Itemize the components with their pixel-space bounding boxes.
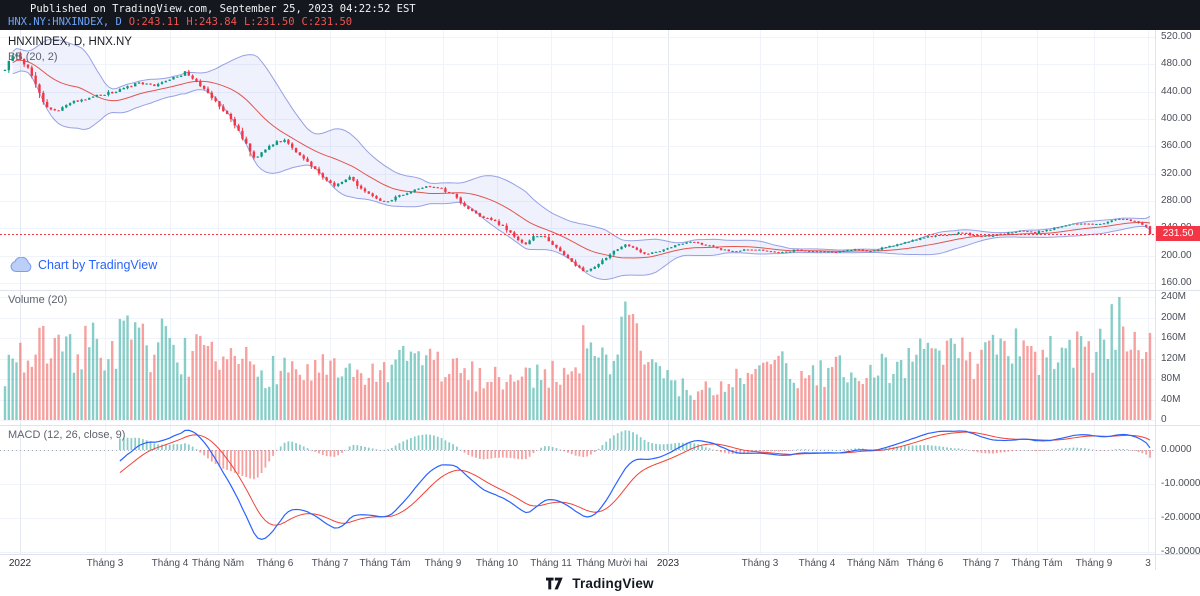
time-label: Tháng 10	[475, 558, 519, 569]
price-tick: 520.00	[1161, 31, 1192, 42]
time-label: Tháng Mười hai	[576, 558, 648, 569]
chart-area[interactable]: HNXINDEX, D, HNX.NY BB (20, 2) Chart by …	[0, 30, 1200, 570]
low-value: L:231.50	[243, 16, 295, 28]
tradingview-cloud-icon	[10, 257, 32, 273]
macd-tick: 0.0000	[1161, 444, 1192, 455]
volume-tick: 0	[1161, 414, 1167, 425]
price-tick: 440.00	[1161, 85, 1192, 97]
price-tick: 280.00	[1161, 195, 1192, 206]
time-label: Tháng 11	[530, 558, 572, 569]
price-tick: 320.00	[1161, 167, 1192, 179]
time-label: Tháng 3	[741, 558, 779, 569]
time-label: Tháng 9	[424, 558, 462, 569]
symbol-legend[interactable]: HNXINDEX, D, HNX.NY	[8, 36, 132, 48]
volume-tick: 200M	[1161, 311, 1187, 323]
time-label: 2022	[8, 558, 32, 569]
volume-tick: 120M	[1161, 352, 1187, 364]
volume-tick: 160M	[1161, 332, 1187, 343]
time-label: 2023	[656, 558, 680, 569]
open-value: O:243.11	[128, 16, 180, 28]
chart-canvas[interactable]	[0, 30, 1200, 570]
price-tick: 400.00	[1161, 113, 1192, 124]
macd-tick: -20.0000	[1161, 512, 1200, 523]
macd-tick: -10.0000	[1161, 478, 1200, 489]
volume-legend[interactable]: Volume (20)	[8, 294, 68, 306]
last-price-badge: 231.50	[1156, 226, 1200, 242]
time-label: Tháng Tám	[359, 558, 411, 569]
macd-legend[interactable]: MACD (12, 26, close, 9)	[8, 429, 126, 441]
volume-tick: 240M	[1161, 291, 1187, 302]
price-tick: 480.00	[1161, 58, 1192, 70]
time-label: Tháng Tám	[1011, 558, 1063, 569]
time-label: Tháng 3	[86, 558, 124, 569]
watermark-label: Chart by TradingView	[38, 258, 158, 272]
main-legend[interactable]: HNXINDEX, D, HNX.NY BB (20, 2)	[8, 35, 132, 65]
price-tick: 200.00	[1161, 249, 1192, 261]
close-value: C:231.50	[301, 16, 353, 28]
time-label: Tháng Năm	[846, 558, 900, 569]
time-label: Tháng 7	[962, 558, 1000, 569]
time-label: Tháng 7	[311, 558, 349, 569]
tradingview-watermark[interactable]: Chart by TradingView	[10, 257, 157, 273]
price-tick: 360.00	[1161, 140, 1192, 152]
symbol-name: HNX.NY:HNXINDEX, D	[8, 16, 122, 28]
time-label: Tháng 4	[151, 558, 189, 569]
time-label: Tháng 9	[1075, 558, 1113, 569]
time-label: Tháng 6	[256, 558, 294, 569]
bb-indicator-legend[interactable]: BB (20, 2)	[8, 51, 58, 63]
tradingview-logo-icon[interactable]	[546, 576, 565, 591]
time-label: Tháng 4	[798, 558, 836, 569]
time-label: 3	[1145, 558, 1151, 569]
high-value: H:243.84	[186, 16, 237, 28]
time-label: Tháng 6	[906, 558, 944, 569]
published-timestamp: Published on TradingView.com, September …	[30, 3, 416, 15]
volume-tick: 80M	[1161, 373, 1181, 384]
symbol-ohlc-line: HNX.NY:HNXINDEX, D O:243.11 H:243.84 L:231.…	[0, 16, 1200, 29]
price-tick: 160.00	[1161, 277, 1192, 288]
tradingview-brand[interactable]: TradingView	[572, 575, 654, 591]
footer: TradingView	[0, 570, 1200, 596]
volume-tick: 40M	[1161, 393, 1181, 405]
publish-header: Published on TradingView.com, September …	[0, 0, 1200, 30]
macd-tick: -30.0000	[1161, 546, 1200, 557]
time-label: Tháng Năm	[191, 558, 245, 569]
